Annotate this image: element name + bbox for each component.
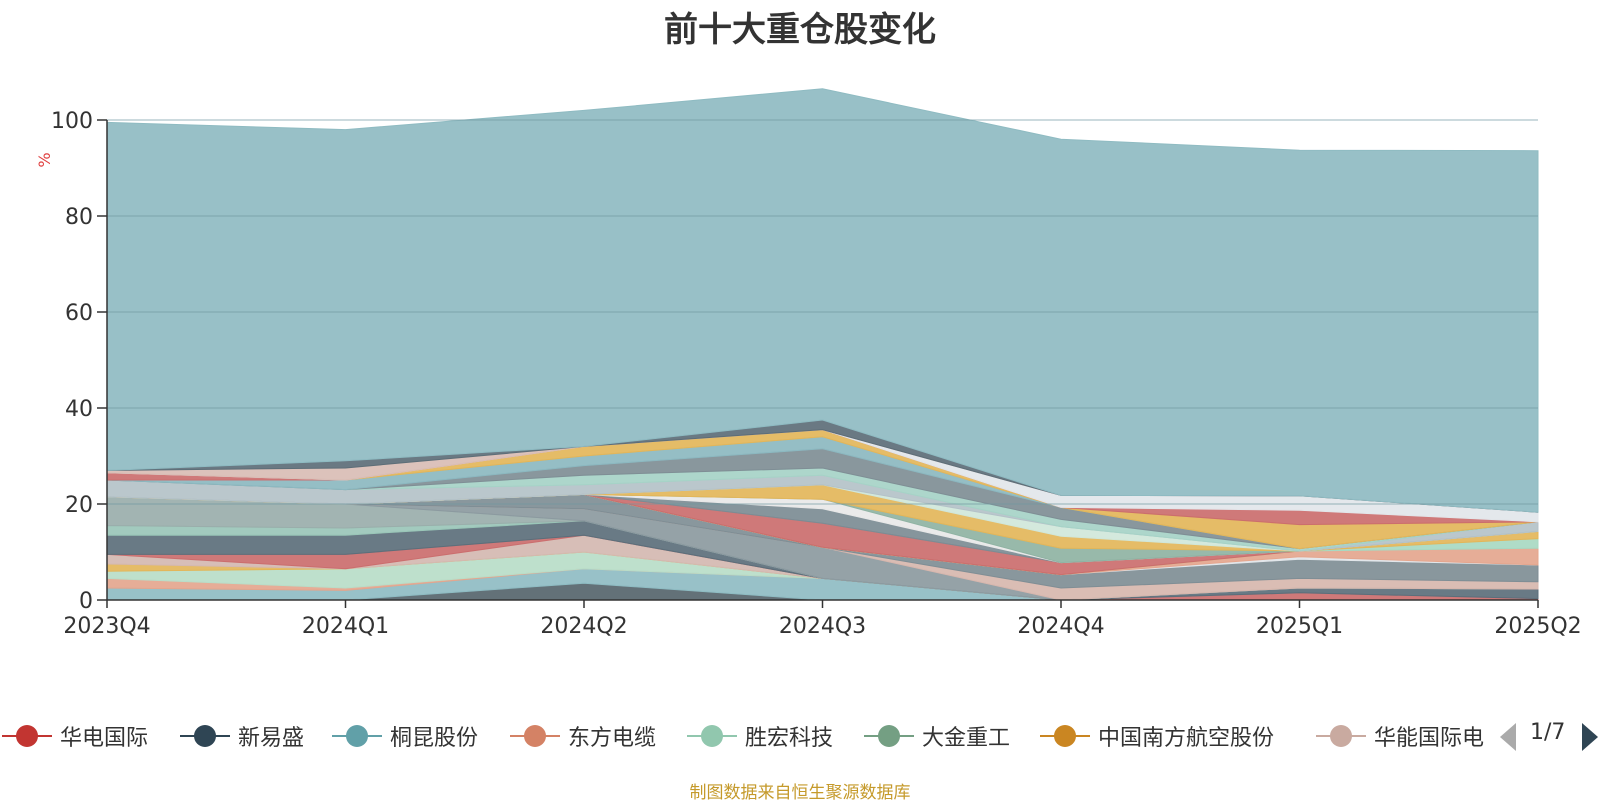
- legend-marker-icon: [510, 725, 560, 747]
- legend-marker-icon: [687, 725, 737, 747]
- legend-item[interactable]: 新易盛: [178, 712, 304, 760]
- legend-marker-icon: [180, 725, 230, 747]
- legend-label: 大金重工: [922, 726, 1011, 751]
- y-tick-label: 100: [51, 109, 93, 134]
- legend-marker-icon: [1316, 725, 1366, 747]
- y-tick-label: 40: [65, 397, 93, 422]
- y-tick-label: 0: [79, 589, 93, 614]
- x-tick-label: 2024Q2: [540, 614, 627, 639]
- legend-item[interactable]: 大金重工: [862, 712, 1010, 760]
- legend-next-arrow-icon[interactable]: [1582, 723, 1598, 751]
- legend-page-indicator: 1/7: [1530, 720, 1566, 745]
- stacked-area-chart: 0 20 40 60 80 100 2023Q4 2024Q1 2024Q2 2024Q3 2024…: [35, 88, 1582, 639]
- legend-label: 中国南方航空股份: [1098, 726, 1275, 751]
- legend-label: 华电国际: [60, 726, 149, 751]
- legend-marker-dot: [16, 725, 38, 747]
- legend-marker-dot: [524, 725, 546, 747]
- legend-item[interactable]: 桐昆股份: [330, 712, 478, 760]
- y-tick-label: 80: [65, 205, 93, 230]
- legend-label: 新易盛: [238, 726, 305, 751]
- legend-marker-icon: [864, 725, 914, 747]
- x-tick-label: 2023Q4: [63, 614, 150, 639]
- grid-layer: [107, 119, 1538, 505]
- legend-marker-dot: [1330, 725, 1352, 747]
- y-axis-unit-label: %: [35, 152, 54, 167]
- area-series-33: [106, 88, 1539, 513]
- legend-marker-dot: [194, 725, 216, 747]
- data-source-note: 制图数据来自恒生聚源数据库: [689, 783, 911, 803]
- legend-item[interactable]: 胜宏科技: [685, 712, 833, 760]
- legend-marker-dot: [701, 725, 723, 747]
- x-tick-label: 2024Q1: [302, 614, 389, 639]
- legend-label: 桐昆股份: [390, 726, 479, 751]
- y-tick-label: 20: [65, 493, 93, 518]
- legend-label: 华能国际电: [1374, 726, 1485, 751]
- axes-layer: 0 20 40 60 80 100 2023Q4 2024Q1 2024Q2 2024Q3 2024…: [35, 109, 1582, 639]
- legend: 华电国际 新易盛 桐昆股份 东方电缆 胜宏科技 大金重工 中国南方航空股份 华能国际电: [0, 712, 1600, 760]
- legend-pager: 1/7: [1500, 720, 1600, 752]
- x-tick-label: 2024Q4: [1017, 614, 1104, 639]
- chart-title: 前十大重仓股变化: [664, 10, 936, 50]
- x-tick-label: 2025Q2: [1494, 614, 1581, 639]
- legend-item[interactable]: 中国南方航空股份: [1038, 712, 1274, 760]
- legend-label: 胜宏科技: [745, 726, 834, 751]
- legend-item[interactable]: 东方电缆: [508, 712, 656, 760]
- y-tick-label: 60: [65, 301, 93, 326]
- legend-item[interactable]: 华电国际: [0, 712, 148, 760]
- legend-label: 东方电缆: [568, 726, 657, 751]
- x-tick-label: 2024Q3: [779, 614, 866, 639]
- legend-marker-dot: [878, 725, 900, 747]
- legend-prev-arrow-icon[interactable]: [1500, 723, 1516, 751]
- legend-marker-icon: [1040, 725, 1090, 747]
- legend-marker-icon: [332, 725, 382, 747]
- x-tick-label: 2025Q1: [1256, 614, 1343, 639]
- legend-item[interactable]: 华能国际电: [1314, 712, 1495, 760]
- legend-marker-dot: [1054, 725, 1076, 747]
- area-layer: [106, 88, 1539, 601]
- legend-marker-dot: [346, 725, 368, 747]
- legend-marker-icon: [2, 725, 52, 747]
